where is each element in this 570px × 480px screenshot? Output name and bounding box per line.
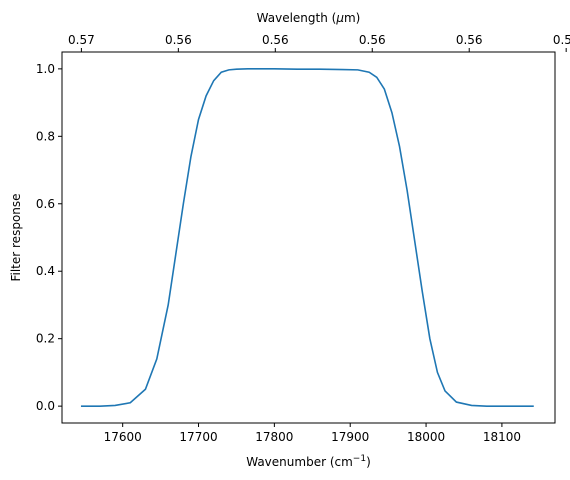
top-tick-label: 0.56 [165, 33, 192, 47]
x-tick-label: 17900 [331, 430, 369, 444]
x-tick-label: 17700 [179, 430, 217, 444]
y-tick-label: 1.0 [36, 62, 55, 76]
y-tick-label: 0.6 [36, 197, 55, 211]
plot-frame [61, 51, 556, 424]
top-axis-ticks: 0.57 0.56 0.56 0.56 0.56 0.55 [68, 33, 570, 52]
top-tick-label: 0.55 [553, 33, 570, 47]
y-axis-title: Filter response [9, 193, 23, 281]
x-tick-label: 17600 [104, 430, 142, 444]
x-axis-title: Wavenumber (cm−1) [246, 454, 371, 469]
y-tick-label: 0.2 [36, 332, 55, 346]
top-tick-label: 0.56 [359, 33, 386, 47]
x-tick-label: 18100 [483, 430, 521, 444]
left-axis-ticks: 0.0 0.2 0.4 0.6 0.8 1.0 [36, 62, 62, 413]
y-tick-label: 0.0 [36, 399, 55, 413]
top-tick-label: 0.56 [456, 33, 483, 47]
x-tick-label: 18000 [407, 430, 445, 444]
x-tick-label: 17800 [255, 430, 293, 444]
filter-response-line [80, 68, 534, 407]
y-tick-label: 0.8 [36, 129, 55, 143]
bottom-axis-ticks: 17600 17700 17800 17900 18000 18100 [104, 423, 521, 444]
y-tick-label: 0.4 [36, 264, 55, 278]
top-tick-label: 0.56 [262, 33, 289, 47]
top-axis-title: Wavelength (μm) [257, 11, 361, 25]
top-tick-label: 0.57 [68, 33, 95, 47]
